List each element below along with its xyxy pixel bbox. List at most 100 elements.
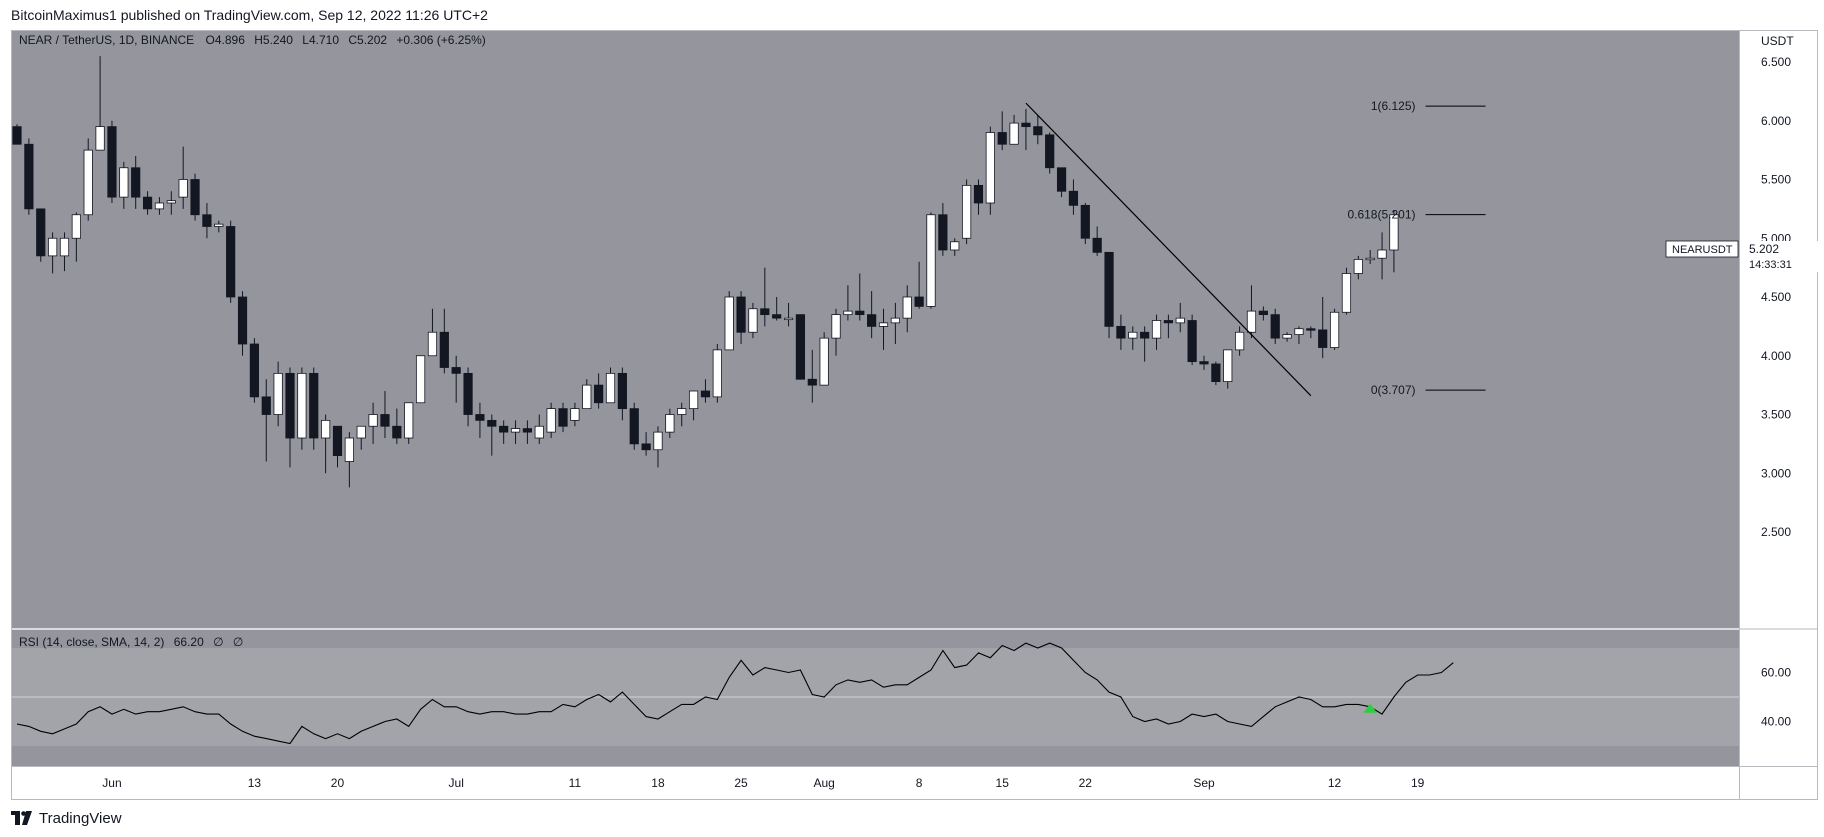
candle-body xyxy=(534,425,544,439)
candle-body xyxy=(427,331,438,357)
candle-body xyxy=(677,408,687,415)
candle-body xyxy=(783,317,794,321)
candle xyxy=(1223,349,1233,389)
candle xyxy=(368,402,378,444)
price-tick-label: 6.500 xyxy=(1761,55,1791,69)
time-tick-label: 11 xyxy=(569,776,582,790)
candle-body xyxy=(475,414,485,421)
candle-body xyxy=(439,331,449,368)
candle xyxy=(950,238,960,256)
candle xyxy=(772,297,782,321)
time-tick-label: 20 xyxy=(331,776,345,790)
price-axis-ticks: 6.5006.0005.5005.0004.5004.0003.5003.000… xyxy=(1761,55,1791,539)
candle-body xyxy=(1175,317,1185,324)
candle-body xyxy=(878,322,889,327)
candle xyxy=(178,146,188,209)
candle xyxy=(107,120,117,203)
candle xyxy=(1116,314,1126,350)
price-tick-label: 4.000 xyxy=(1761,349,1791,363)
candle xyxy=(415,355,426,404)
legend-h-value: 5.240 xyxy=(263,33,293,47)
candle xyxy=(665,408,675,438)
candle xyxy=(321,414,331,474)
candle-body xyxy=(510,428,521,433)
candle-body xyxy=(712,349,722,398)
candle xyxy=(760,267,770,327)
candle-body xyxy=(1128,331,1138,339)
candle xyxy=(712,344,722,403)
symbol-legend[interactable]: NEAR / TetherUS, 1D, BINANCE O4.896 H5.2… xyxy=(19,33,486,47)
candle xyxy=(48,232,58,274)
price-label-box xyxy=(1740,241,1818,257)
candle-body xyxy=(688,390,699,410)
chart-svg[interactable]: 1(6.125) 0.618(5.201) 0(3.707) 6.500 6.000 5… xyxy=(11,30,1818,800)
candle xyxy=(1068,179,1079,215)
candle-body xyxy=(1223,349,1233,383)
candle xyxy=(285,367,295,468)
candle-body xyxy=(1211,363,1221,383)
candle xyxy=(202,203,212,239)
price-tick-label: 3.000 xyxy=(1761,466,1791,480)
candle-body xyxy=(546,408,556,433)
candle-body xyxy=(605,372,616,404)
price-tick-label: 3.500 xyxy=(1761,408,1791,422)
symbol-label: NEARUSDT xyxy=(1672,244,1733,256)
countdown-box xyxy=(1740,257,1818,272)
tradingview-logo-text: TradingView xyxy=(39,809,122,827)
candle-body xyxy=(700,390,711,398)
price-tick-label: 6.000 xyxy=(1761,114,1791,128)
rsi-legend-value: 66.20 xyxy=(174,635,204,649)
candle xyxy=(1318,297,1328,359)
candle-body xyxy=(1329,311,1340,348)
candle xyxy=(12,124,22,145)
candle-body xyxy=(938,214,948,251)
candle xyxy=(392,408,402,444)
time-tick-label: 25 xyxy=(734,776,748,790)
candle-body xyxy=(214,223,224,227)
candle xyxy=(534,414,544,444)
candle-body xyxy=(760,308,770,316)
time-tick-label: Sep xyxy=(1193,776,1215,790)
candle xyxy=(1365,250,1375,265)
candle xyxy=(700,379,711,403)
candle xyxy=(273,361,283,427)
candle-body xyxy=(1199,361,1209,365)
candle xyxy=(95,56,105,151)
candles-layer xyxy=(12,56,1399,488)
candle xyxy=(629,402,639,450)
candle-body xyxy=(973,184,984,204)
legend-change: +0.306 (+6.25%) xyxy=(396,33,485,47)
legend-text: NEAR / TetherUS, 1D, BINANCE O4.896 H5.2… xyxy=(19,33,486,47)
candle xyxy=(1151,314,1162,350)
time-tick-label: Jun xyxy=(102,776,121,790)
candle xyxy=(736,291,746,344)
candle xyxy=(1187,314,1197,366)
legend-l-value: 4.710 xyxy=(309,33,339,47)
candle-body xyxy=(522,428,533,433)
candle xyxy=(404,402,414,444)
legend-o-value: 4.896 xyxy=(215,33,245,47)
candle xyxy=(499,420,509,444)
candle-body xyxy=(1341,273,1352,313)
candle xyxy=(427,308,438,357)
tradingview-footer[interactable]: TradingView xyxy=(11,808,122,828)
fibonacci-retracement[interactable]: 1(6.125) 0.618(5.201) 0(3.707) xyxy=(1347,99,1486,397)
candle xyxy=(677,402,687,427)
chart-border xyxy=(11,30,1818,800)
rsi-legend[interactable]: RSI (14, close, SMA, 14, 2) 66.20 ∅ ∅ xyxy=(19,635,243,649)
time-tick-label: 13 xyxy=(248,776,262,790)
candle-body xyxy=(59,237,70,257)
candle-body xyxy=(1235,331,1245,351)
candle xyxy=(1282,332,1292,342)
candle-body xyxy=(463,372,473,415)
price-pane-background[interactable] xyxy=(11,30,1739,628)
last-price-tag[interactable]: NEARUSDT 5.202 14:33:31 xyxy=(1665,240,1818,272)
candle-body xyxy=(594,384,604,404)
descending-trendline[interactable] xyxy=(1025,102,1312,397)
candle xyxy=(1140,326,1150,362)
candle xyxy=(451,355,461,403)
candle xyxy=(558,402,568,433)
candle xyxy=(119,161,129,209)
candle xyxy=(867,291,877,339)
candle xyxy=(546,402,556,438)
